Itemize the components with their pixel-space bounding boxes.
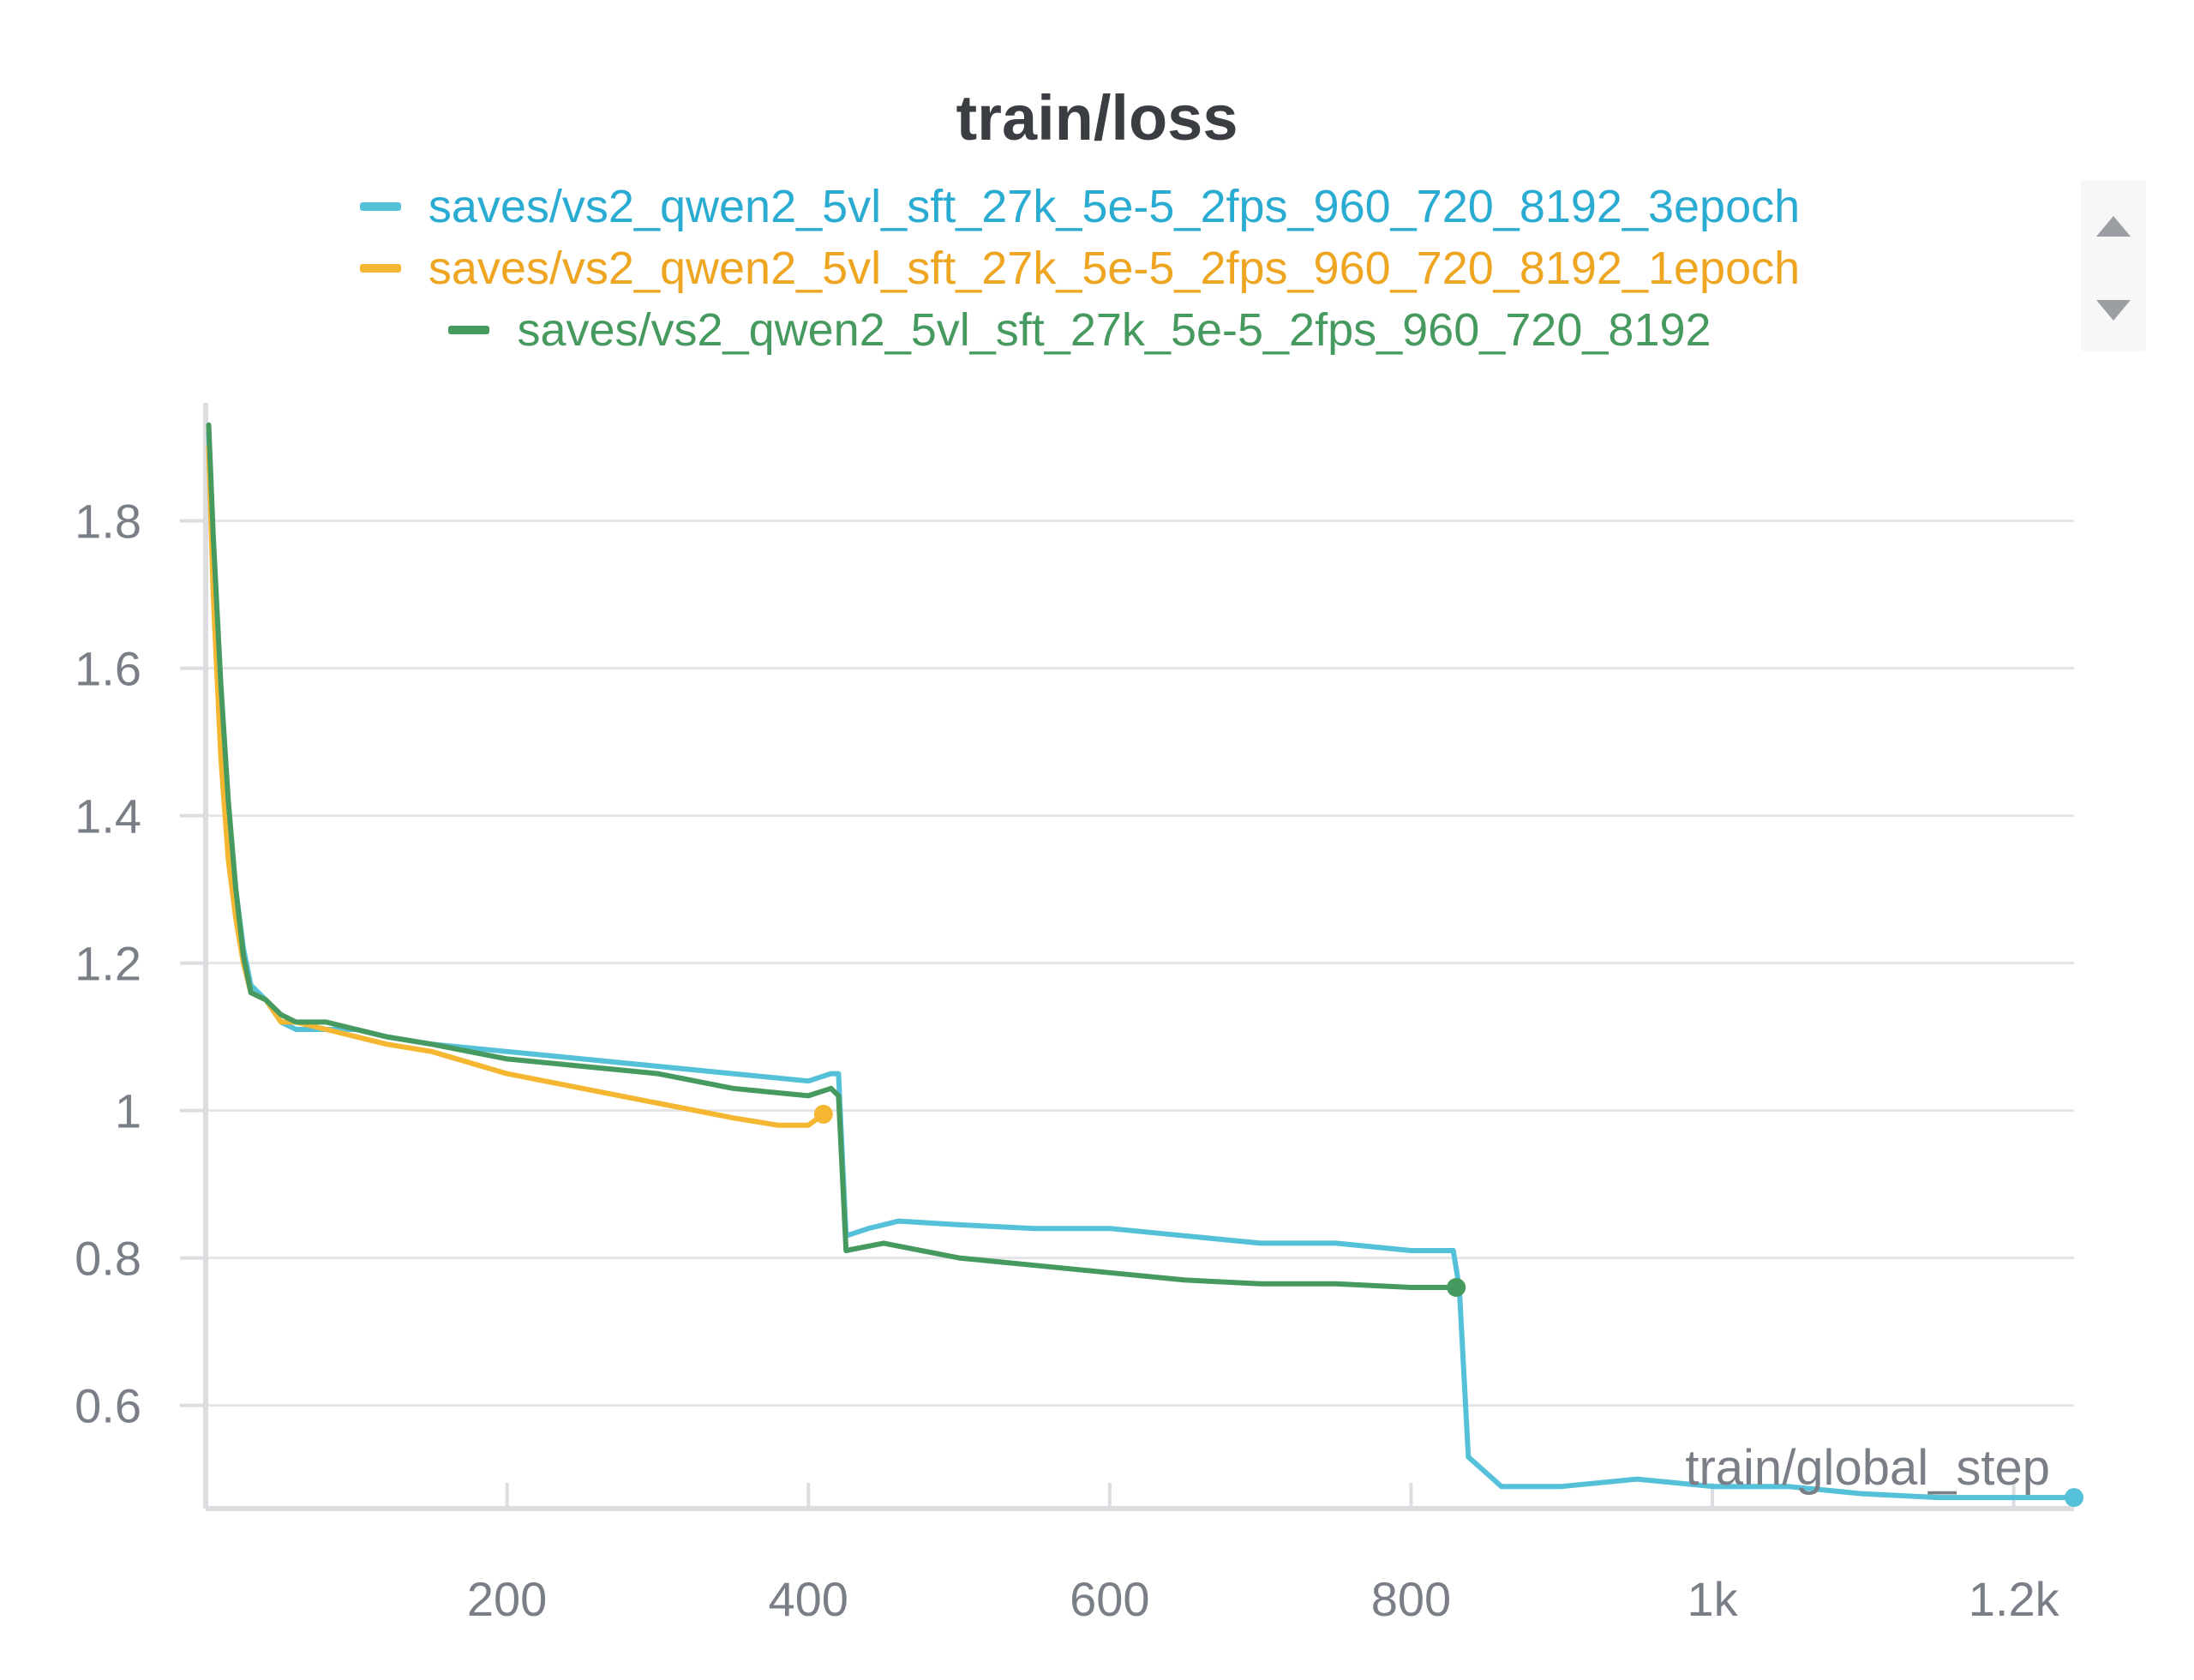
series-end-marker-1 — [813, 1104, 833, 1124]
legend-scroll-controls — [2081, 180, 2146, 351]
legend-item-1epoch[interactable]: saves/vs2_qwen2_5vl_sft_27k_5e-5_2fps_96… — [0, 237, 2160, 299]
legend-item-base[interactable]: saves/vs2_qwen2_5vl_sft_27k_5e-5_2fps_96… — [0, 299, 2160, 361]
x-tick-label: 200 — [467, 1572, 547, 1626]
series-line-2 — [206, 422, 1460, 1290]
legend-label: saves/vs2_qwen2_5vl_sft_27k_5e-5_2fps_96… — [517, 304, 1711, 356]
x-tick-label: 400 — [769, 1572, 848, 1626]
axes — [180, 403, 2074, 1511]
y-tick-label: 0.8 — [75, 1232, 141, 1286]
legend-swatch-icon — [359, 264, 401, 273]
gridlines — [206, 519, 2074, 1407]
y-tick-label: 1.2 — [75, 937, 141, 991]
chart-title: train/loss — [956, 82, 1238, 153]
legend-item-3epoch[interactable]: saves/vs2_qwen2_5vl_sft_27k_5e-5_2fps_96… — [0, 176, 2160, 237]
y-tick-label: 1.6 — [75, 642, 141, 696]
x-tick-label: 1k — [1687, 1572, 1738, 1626]
y-tick-label: 1 — [115, 1084, 141, 1138]
x-axis-title: train/global_step — [1685, 1440, 2050, 1496]
series-end-marker-2 — [1447, 1278, 1466, 1297]
series-line-1 — [206, 444, 826, 1128]
y-tick-label: 1.4 — [75, 789, 141, 843]
series-end-marker-0 — [2065, 1488, 2083, 1508]
series-layer — [206, 422, 2083, 1508]
series-line-0 — [206, 429, 2077, 1501]
tick-labels: 0.6 0.8 1 1.2 1.4 1.6 1.8 200 400 600 800 1k 1.2k — [75, 495, 2059, 1626]
legend-label: saves/vs2_qwen2_5vl_sft_27k_5e-5_2fps_96… — [428, 243, 1801, 294]
x-tick-label: 800 — [1371, 1572, 1451, 1626]
scroll-down-icon[interactable] — [2096, 300, 2131, 321]
y-tick-label: 0.6 — [75, 1379, 141, 1433]
legend-swatch-icon — [359, 202, 401, 211]
legend: saves/vs2_qwen2_5vl_sft_27k_5e-5_2fps_96… — [0, 176, 2160, 361]
x-tick-label: 600 — [1070, 1572, 1149, 1626]
scroll-up-icon[interactable] — [2096, 216, 2131, 237]
legend-label: saves/vs2_qwen2_5vl_sft_27k_5e-5_2fps_96… — [428, 181, 1801, 232]
legend-swatch-icon — [448, 326, 490, 334]
x-tick-label: 1.2k — [1969, 1572, 2060, 1626]
y-tick-label: 1.8 — [75, 495, 141, 549]
